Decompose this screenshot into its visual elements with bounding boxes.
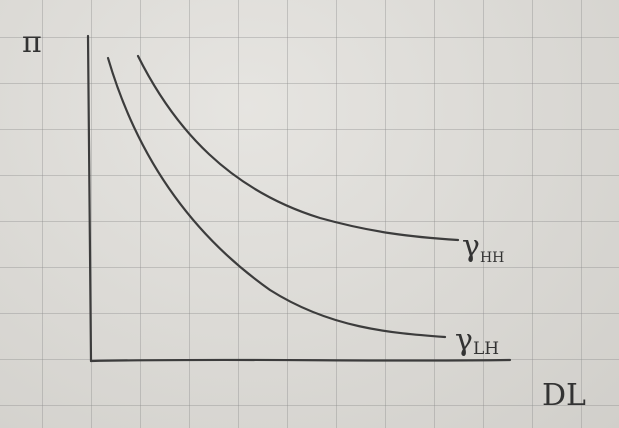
x-axis — [89, 358, 512, 363]
x-axis-label: DL — [542, 378, 586, 413]
curve-gamma-hh-label: γHH — [462, 229, 504, 266]
y-axis — [86, 34, 93, 363]
curve-gamma-lh-label: γLH — [455, 323, 499, 359]
curve-gamma-hh — [136, 54, 460, 242]
y-axis-label: π — [22, 25, 42, 60]
curve-gamma-lh — [106, 56, 447, 339]
